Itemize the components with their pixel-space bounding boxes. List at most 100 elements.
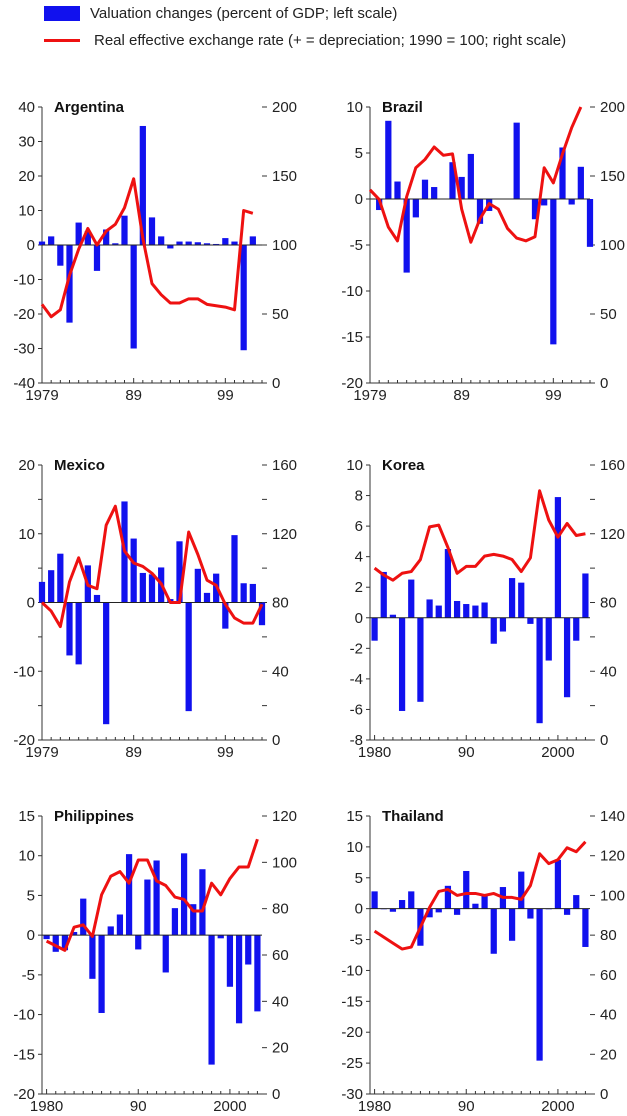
left-axis-tick-label: -20 — [341, 375, 363, 392]
left-axis-tick-label: -20 — [341, 1024, 363, 1041]
right-axis-tick-label: 20 — [272, 1040, 289, 1057]
panel-title: Argentina — [54, 99, 125, 116]
x-axis-tick-label: 99 — [217, 744, 234, 761]
left-axis-tick-label: -6 — [350, 701, 363, 718]
left-axis-tick-label: 10 — [346, 457, 363, 474]
left-axis-tick-label: -5 — [350, 237, 363, 254]
chart-panel: -40 -30 -20 -10 0 10 20 30 40 0 50 100 150 200 1979 89 9… — [13, 99, 297, 404]
left-axis-tick-label: -5 — [350, 932, 363, 949]
left-axis-tick-label: -15 — [341, 329, 363, 346]
bar — [467, 153, 474, 199]
left-axis-tick-label: -30 — [341, 1086, 363, 1103]
left-axis-tick-label: 15 — [18, 808, 35, 825]
bar — [559, 147, 566, 199]
bar — [453, 600, 461, 618]
bar — [43, 935, 50, 940]
right-axis-tick-label: 160 — [272, 457, 297, 474]
bar — [52, 935, 59, 952]
bar — [417, 617, 424, 702]
x-axis-tick-label: 1980 — [358, 1098, 391, 1115]
left-axis-tick-label: 20 — [18, 168, 35, 185]
bar — [490, 908, 497, 954]
x-axis-tick-label: 1979 — [25, 387, 58, 404]
left-axis-tick-label: -10 — [13, 272, 35, 289]
bar — [435, 605, 442, 618]
right-axis-tick-label: 60 — [272, 947, 289, 964]
right-axis-tick-label: 100 — [272, 237, 297, 254]
bar — [577, 166, 584, 199]
x-axis-tick-label: 2000 — [213, 1098, 246, 1115]
legend: Valuation changes (percent of GDP; left … — [0, 0, 627, 60]
bar — [213, 243, 220, 245]
panel-title: Korea — [382, 457, 425, 474]
left-axis-tick-label: 10 — [18, 526, 35, 543]
legend-item-bars: Valuation changes (percent of GDP; left … — [44, 3, 397, 23]
left-axis-tick-label: -40 — [13, 375, 35, 392]
bar — [125, 854, 133, 936]
left-axis-tick-label: 4 — [355, 549, 363, 566]
left-axis-tick-label: 0 — [27, 927, 35, 944]
bar — [176, 541, 183, 603]
right-axis-tick-label: 200 — [600, 99, 625, 116]
bar — [412, 199, 419, 218]
left-axis-tick-label: 5 — [355, 145, 363, 162]
right-axis-tick-label: 150 — [600, 168, 625, 185]
x-axis-tick-label: 90 — [130, 1098, 147, 1115]
bar — [240, 245, 247, 351]
bar — [139, 572, 146, 603]
left-axis-tick-label: -4 — [350, 671, 363, 688]
bar — [527, 908, 534, 919]
bar — [536, 617, 543, 724]
bar — [153, 860, 160, 936]
bar — [371, 617, 378, 641]
bar — [518, 582, 525, 618]
bar — [531, 199, 539, 220]
right-axis-tick-label: 80 — [272, 595, 289, 612]
bar — [176, 241, 183, 245]
right-axis-tick-label: 100 — [600, 887, 625, 904]
left-axis-tick-label: -5 — [22, 967, 35, 984]
bar — [185, 241, 192, 245]
x-axis-tick-label: 1980 — [30, 1098, 63, 1115]
bar — [513, 122, 520, 199]
legend-bar-label: Valuation changes (percent of GDP; left … — [90, 4, 398, 22]
left-axis-tick-label: -20 — [13, 306, 35, 323]
bar — [194, 568, 201, 603]
bar — [518, 871, 525, 909]
bar — [93, 245, 101, 271]
bar — [563, 908, 571, 915]
bar — [431, 187, 438, 199]
bar — [57, 245, 64, 266]
bar — [573, 617, 580, 641]
series-line — [373, 489, 586, 582]
bar — [222, 602, 229, 629]
right-axis-tick-label: 200 — [272, 99, 297, 116]
bar — [144, 879, 151, 936]
left-axis-tick-label: -15 — [13, 1046, 35, 1063]
bar — [203, 592, 211, 603]
right-axis-tick-label: 40 — [272, 663, 289, 680]
bar — [121, 215, 128, 245]
bar — [130, 245, 137, 349]
bar — [403, 199, 410, 273]
bar — [167, 245, 174, 249]
right-axis-tick-label: 60 — [600, 967, 617, 984]
right-axis-tick-label: 0 — [600, 375, 608, 392]
bar — [107, 926, 114, 936]
x-axis-tick-label: 90 — [458, 744, 475, 761]
bar — [398, 617, 406, 711]
bar — [48, 570, 55, 603]
bar — [582, 908, 589, 947]
panel-title: Brazil — [382, 99, 423, 116]
bar — [103, 602, 110, 725]
bar — [190, 904, 197, 936]
bar — [57, 553, 64, 603]
left-axis-tick-label: -10 — [341, 962, 363, 979]
chart-panel: -20 -10 0 10 20 0 40 80 120 160 1979 89 99 Mexico — [13, 457, 297, 761]
series-line — [368, 106, 583, 244]
bar — [38, 241, 46, 245]
bar — [217, 935, 224, 939]
left-axis-tick-label: 10 — [18, 848, 35, 865]
bar — [476, 199, 484, 224]
left-axis-tick-label: 15 — [346, 808, 363, 825]
